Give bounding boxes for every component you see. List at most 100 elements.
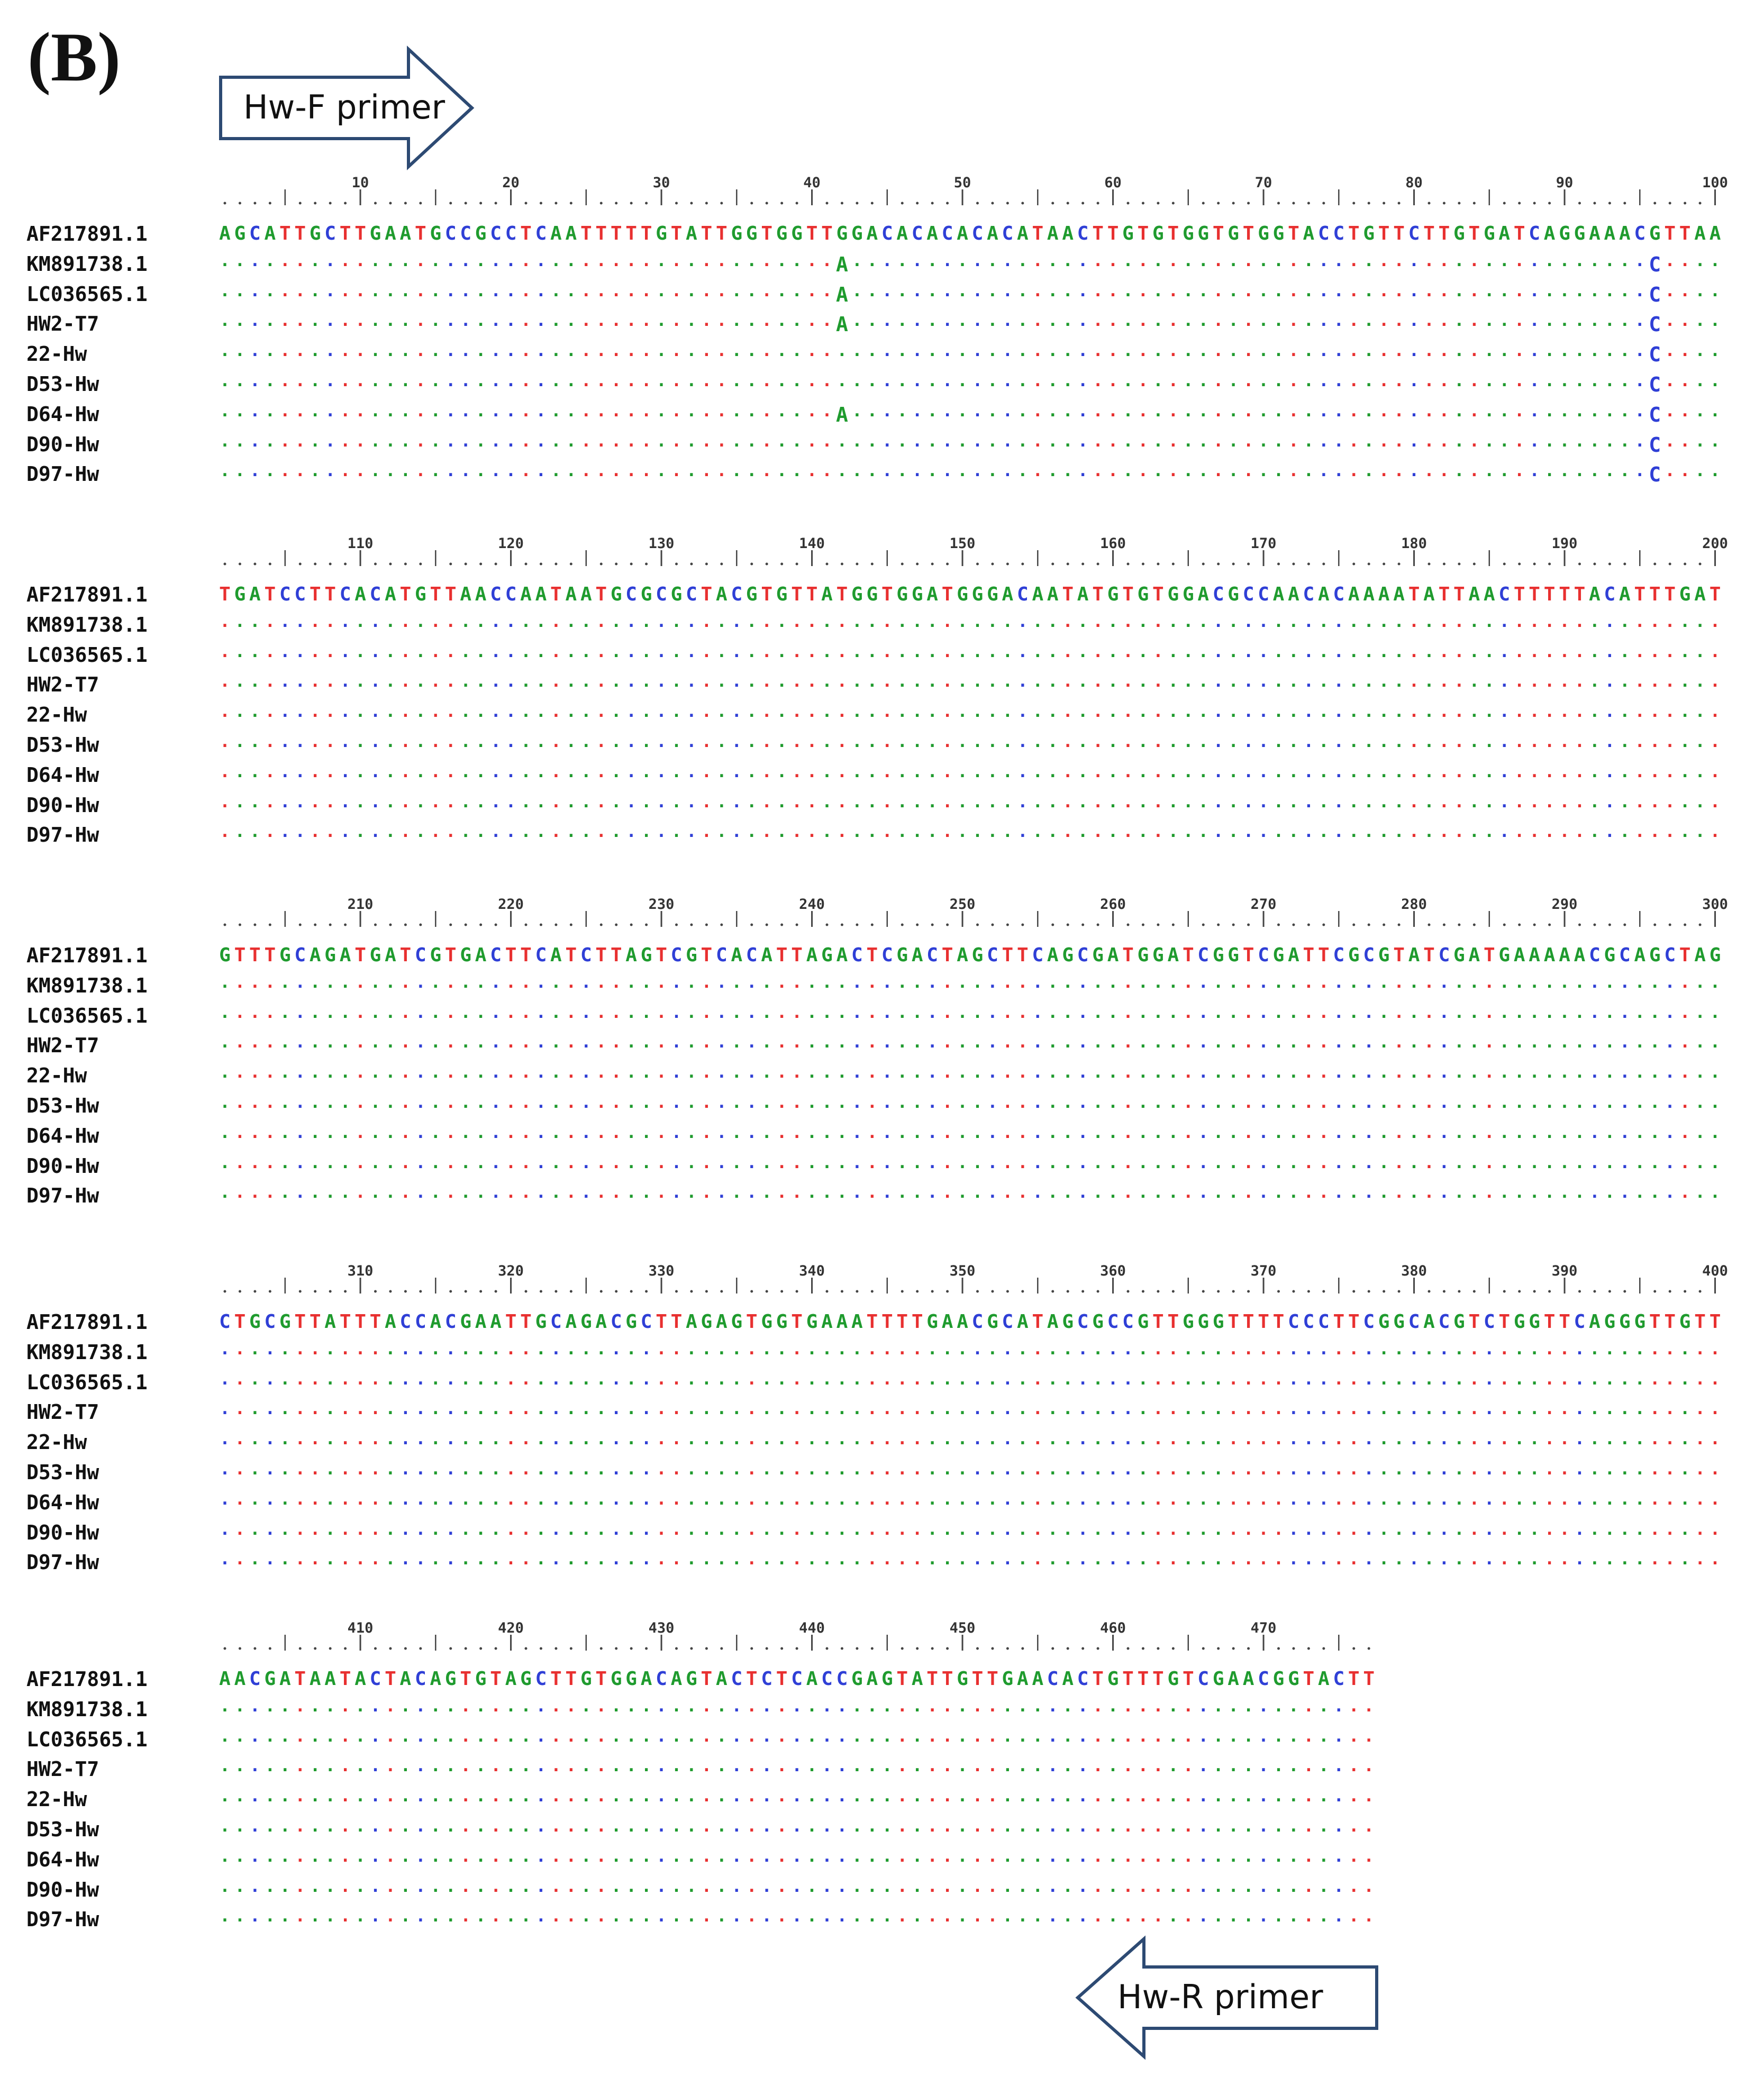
identity-dot: . (473, 1430, 488, 1447)
identity-dot: . (1572, 1124, 1587, 1141)
reference-base: C (1196, 946, 1211, 965)
reference-base: T (669, 224, 684, 243)
ruler-dot (1217, 202, 1220, 205)
identity-dot: . (669, 1430, 684, 1447)
identity-dot: . (323, 1340, 338, 1357)
ruler-dot (464, 923, 467, 926)
identity-dot: . (1060, 613, 1076, 630)
identity-dot: . (729, 312, 744, 329)
identity-dot: . (1572, 1033, 1587, 1050)
identity-dot: . (804, 1787, 820, 1804)
ruler-label: 40 (786, 175, 839, 191)
identity-dot: . (1256, 1787, 1271, 1804)
identity-dot: . (820, 372, 835, 389)
identity-dot: . (443, 1817, 459, 1834)
identity-dot: . (729, 252, 744, 269)
identity-dot: . (834, 613, 850, 630)
reference-base: C (1602, 585, 1617, 604)
identity-dot: . (895, 462, 910, 479)
identity-dot: . (232, 1907, 248, 1924)
identity-dot: . (1632, 252, 1648, 269)
identity-dot: . (519, 1400, 534, 1417)
reference-base: T (413, 224, 429, 243)
identity-dot: . (850, 823, 865, 840)
identity-dot: . (1301, 1033, 1316, 1050)
identity-dot: . (248, 643, 263, 660)
identity-dot: . (443, 1907, 459, 1924)
identity-dot: . (488, 1757, 504, 1774)
identity-dot: . (1211, 1878, 1226, 1894)
identity-dot: . (549, 432, 564, 449)
identity-dot: . (368, 823, 383, 840)
identity-dot: . (398, 672, 413, 689)
identity-dot: . (910, 252, 925, 269)
identity-dot: . (563, 1004, 579, 1021)
reference-base: G (1648, 224, 1663, 243)
identity-dot: . (1482, 1124, 1497, 1141)
identity-dot: . (608, 282, 624, 299)
identity-dot: . (744, 282, 760, 299)
identity-dot: . (217, 1004, 233, 1021)
reference-base: T (895, 1313, 910, 1332)
identity-dot: . (1376, 1183, 1392, 1200)
identity-dot: . (533, 1847, 549, 1864)
ruler-dot (720, 1647, 723, 1650)
ruler-dot (1096, 202, 1099, 205)
identity-dot: . (1587, 823, 1603, 840)
identity-dot: . (1482, 672, 1497, 689)
identity-dot: . (232, 793, 248, 810)
ruler-dot (1157, 1647, 1160, 1650)
identity-dot: . (413, 462, 429, 479)
identity-dot: . (1286, 1878, 1302, 1894)
identity-dot: . (1105, 1340, 1121, 1357)
identity-dot: . (1090, 1787, 1106, 1804)
ruler-dot (599, 1647, 603, 1650)
identity-dot: . (1512, 1033, 1527, 1050)
identity-dot: . (1286, 372, 1302, 389)
identity-dot: . (624, 1878, 639, 1894)
identity-dot: . (759, 672, 775, 689)
ruler-dot (1081, 1647, 1085, 1650)
identity-dot: . (639, 1004, 654, 1021)
ruler-dot (419, 562, 422, 566)
identity-dot: . (895, 1787, 910, 1804)
identity-dot: . (594, 1340, 609, 1357)
identity-dot: . (1045, 643, 1061, 660)
reference-base: G (579, 1670, 594, 1689)
identity-dot: . (383, 1817, 398, 1834)
identity-dot: . (1286, 1847, 1302, 1864)
reference-base: A (955, 946, 970, 965)
identity-dot: . (759, 372, 775, 389)
ruler-dot (1126, 923, 1130, 926)
identity-dot: . (1121, 282, 1136, 299)
identity-dot: . (519, 282, 534, 299)
identity-dot: . (1166, 1400, 1181, 1417)
identity-dot: . (1226, 763, 1241, 780)
identity-dot: . (1211, 1154, 1226, 1171)
identity-dot: . (458, 1033, 474, 1050)
identity-dot: . (1135, 1430, 1151, 1447)
identity-dot: . (820, 432, 835, 449)
identity-dot: . (729, 1550, 744, 1567)
identity-dot: . (1406, 312, 1422, 329)
identity-dot: . (654, 1817, 669, 1834)
identity-dot: . (714, 252, 730, 269)
identity-dot: . (1436, 402, 1452, 419)
identity-dot: . (1135, 733, 1151, 750)
identity-dot: . (1512, 1520, 1527, 1537)
ruler-dot (991, 923, 994, 926)
ruler-dot (1292, 202, 1295, 205)
identity-dot: . (865, 1727, 880, 1744)
identity-dot: . (232, 703, 248, 719)
identity-dot: . (1121, 1033, 1136, 1050)
identity-dot: . (729, 1063, 744, 1080)
identity-dot: . (1693, 1400, 1708, 1417)
reference-base: T (1392, 224, 1407, 243)
reference-base: T (232, 1313, 248, 1332)
identity-dot: . (774, 1490, 789, 1507)
reference-base: T (1693, 1313, 1708, 1332)
identity-dot: . (1045, 1063, 1061, 1080)
identity-dot: . (955, 1094, 970, 1110)
identity-dot: . (624, 1124, 639, 1141)
identity-dot: . (413, 402, 429, 419)
